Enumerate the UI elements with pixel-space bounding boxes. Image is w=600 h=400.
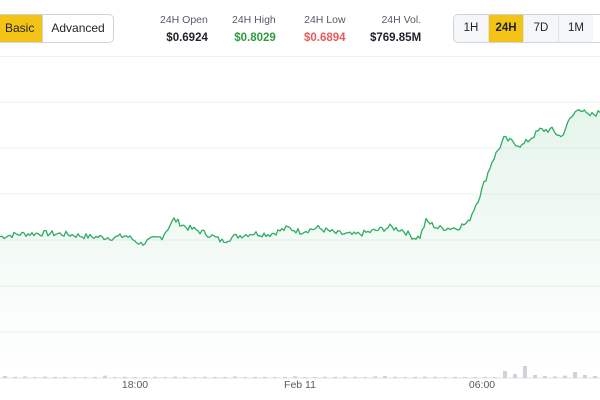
x-tick-label: 06:00 bbox=[468, 379, 496, 391]
volume-bar bbox=[213, 377, 217, 378]
time-range-selector: 1H 24H 7D 1M bbox=[453, 14, 600, 43]
stat-value: $0.8029 bbox=[234, 32, 276, 44]
volume-bar bbox=[93, 376, 97, 378]
volume-bar bbox=[153, 376, 157, 378]
volume-bar bbox=[143, 377, 147, 378]
volume-bar bbox=[3, 376, 7, 378]
volume-bar bbox=[433, 376, 437, 378]
volume-bar bbox=[363, 377, 367, 378]
volume-bar bbox=[553, 376, 557, 378]
volume-bar bbox=[253, 377, 257, 378]
volume-bar bbox=[193, 377, 197, 378]
volume-bar bbox=[53, 377, 57, 378]
volume-bar bbox=[533, 375, 537, 378]
stat-label: 24H Low bbox=[304, 14, 346, 26]
volume-bar bbox=[313, 377, 317, 378]
stat-24h-open: 24H Open $0.6924 bbox=[160, 14, 208, 46]
volume-bar bbox=[103, 375, 107, 378]
volume-bar bbox=[513, 374, 517, 378]
stat-24h-volume: 24H Vol. $769.85M bbox=[370, 14, 421, 46]
volume-bar bbox=[13, 376, 17, 378]
stat-24h-low: 24H Low $0.6894 bbox=[304, 14, 346, 46]
volume-bar bbox=[423, 376, 427, 378]
price-line bbox=[0, 109, 600, 246]
range-1h-button[interactable]: 1H bbox=[454, 15, 488, 42]
volume-bar bbox=[83, 377, 87, 378]
volume-bar bbox=[243, 377, 247, 378]
volume-bar bbox=[273, 377, 277, 378]
volume-bar bbox=[63, 376, 67, 378]
volume-bar bbox=[453, 376, 457, 378]
volume-bar bbox=[403, 377, 407, 378]
chart-toolbar: Basic Advanced 24H Open $0.6924 24H High… bbox=[0, 0, 600, 52]
volume-bar bbox=[263, 376, 267, 378]
volume-bar bbox=[463, 377, 467, 378]
view-mode-toggle: Basic Advanced bbox=[0, 14, 114, 43]
volume-bar bbox=[73, 377, 77, 378]
volume-bar bbox=[543, 376, 547, 378]
volume-bar bbox=[293, 376, 297, 378]
volume-bar bbox=[233, 376, 237, 378]
stat-value: $0.6894 bbox=[304, 32, 346, 44]
volume-bar bbox=[563, 375, 567, 378]
x-tick-label: 18:00 bbox=[121, 379, 149, 391]
volume-bar bbox=[343, 376, 347, 378]
volume-bar bbox=[43, 376, 47, 378]
range-24h-button[interactable]: 24H bbox=[488, 15, 523, 42]
stat-24h-high: 24H High $0.8029 bbox=[232, 14, 276, 46]
volume-bar bbox=[33, 377, 37, 378]
volume-bar bbox=[113, 377, 117, 378]
stat-label: 24H High bbox=[232, 14, 276, 26]
stat-label: 24H Vol. bbox=[381, 14, 422, 26]
volume-bar bbox=[23, 376, 27, 378]
volume-bar bbox=[353, 376, 357, 378]
range-1m-button[interactable]: 1M bbox=[558, 15, 593, 42]
volume-bar bbox=[333, 377, 337, 378]
volume-bar bbox=[303, 377, 307, 378]
stat-value: $0.6924 bbox=[166, 32, 208, 44]
volume-bar bbox=[413, 377, 417, 378]
basic-view-button[interactable]: Basic bbox=[0, 15, 43, 42]
volume-bar bbox=[323, 376, 327, 378]
volume-bar bbox=[393, 376, 397, 378]
volume-bar bbox=[223, 377, 227, 378]
range-7d-button[interactable]: 7D bbox=[523, 15, 558, 42]
volume-bar bbox=[443, 377, 447, 378]
x-tick-label: Feb 11 bbox=[284, 379, 316, 391]
stat-value: $769.85M bbox=[370, 32, 422, 44]
advanced-view-button[interactable]: Advanced bbox=[42, 15, 112, 42]
volume-bar bbox=[123, 376, 127, 378]
volume-bar bbox=[383, 376, 387, 378]
volume-bar bbox=[373, 376, 377, 378]
volume-bar bbox=[133, 377, 137, 378]
volume-bar bbox=[493, 377, 497, 378]
volume-bar bbox=[173, 376, 177, 378]
toolbar-divider bbox=[0, 56, 600, 57]
volume-bar bbox=[203, 376, 207, 378]
volume-bar bbox=[483, 376, 487, 378]
volume-bar bbox=[163, 377, 167, 378]
volume-bar bbox=[473, 377, 477, 378]
volume-bar bbox=[583, 375, 587, 378]
stat-label: 24H Open bbox=[160, 14, 208, 26]
price-area-fill bbox=[0, 109, 600, 376]
volume-bar bbox=[283, 376, 287, 378]
volume-bar bbox=[593, 376, 597, 378]
volume-bar bbox=[183, 377, 187, 378]
